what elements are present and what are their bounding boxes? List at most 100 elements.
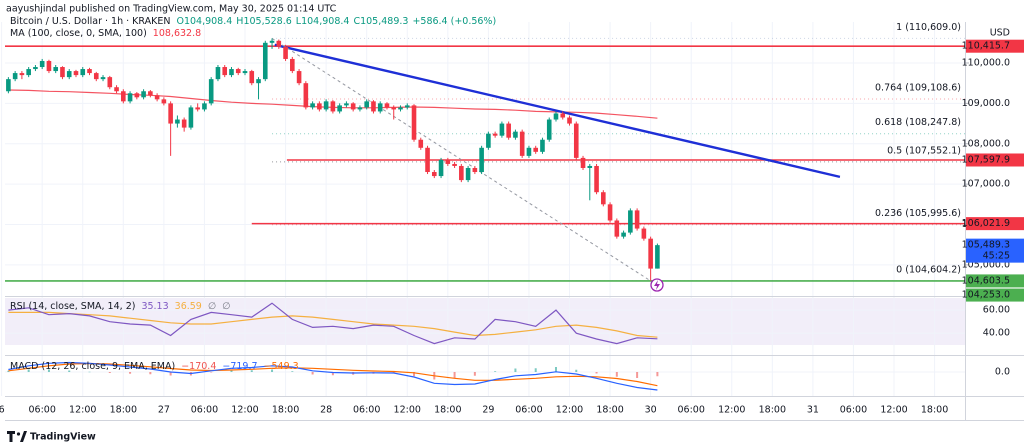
candle-body [276,40,282,47]
candle-body [161,99,167,104]
candle-body [256,79,261,84]
axes: 6 06:00 12:00 18:00 27 06:00 12:00 18:00 28 06:00… [0,39,1024,416]
legend-item: +586.4 (+0.56%) [412,16,496,27]
price-tag-label: 104,603.5 [962,275,1010,286]
x-tick-label: 06:00 [840,405,867,416]
candle-body [431,172,437,177]
x-tick-label: 06:00 [191,405,218,416]
x-tick-label: 06:00 [353,405,380,416]
x-tick-label: 18:00 [272,405,299,416]
candle-body [452,163,457,166]
macd-histogram-bar [108,372,111,373]
candle-body [188,107,194,128]
price-tag-label: 105,489.3 [962,240,1010,251]
price-pane [5,37,965,282]
candle-body [26,69,31,76]
rsi-tick-label: 40.00 [983,328,1010,339]
candle-body [269,40,275,43]
macd-histogram-bar [514,368,517,372]
footer-logo: TradingView [7,431,96,443]
y-tick-label: 109,000.0 [962,98,1010,109]
price-tag [966,153,1024,167]
candle-body [148,91,153,96]
candle-body [208,79,214,104]
candle-body [127,93,133,102]
candle-body [513,131,518,138]
legend-item: L104,908.4 [296,16,350,27]
candle-body [411,105,417,140]
candle-body [580,157,586,168]
legend-row: Bitcoin / U.S. Dollar · 1h · KRAKEN O104,… [10,16,496,27]
candle-body [459,165,464,181]
macd-histogram-bar [575,369,578,372]
event-icon [654,280,660,290]
candle-body [425,147,430,173]
candle-body [134,93,140,98]
candle-body [60,67,65,78]
candle-body [540,139,545,152]
macd-histogram-bar [494,371,497,372]
x-tick-label: 12:00 [556,405,583,416]
macd-histogram-bar [230,370,233,372]
candle-body [107,77,113,88]
x-tick-label: 27 [158,405,170,416]
macd-histogram-bar [7,370,10,372]
macd-histogram-bar [169,372,172,376]
legend-item: MA (100, close, 0, SMA, 100) [10,28,147,39]
candle-body [418,139,424,148]
candle-body [283,46,288,59]
macd-histogram-bar [656,372,659,377]
x-tick-label: 6 [0,405,5,416]
macd-histogram-bar [291,371,294,372]
candle-body [499,123,505,136]
candle-body [73,71,79,76]
price-tag [966,238,1024,263]
candle-body [404,105,410,108]
candle-body [6,79,11,92]
fib-label: 0 (104,604.2) [896,264,961,275]
x-tick-label: 28 [320,405,332,416]
candle-body [594,165,599,193]
candle-body [317,103,322,110]
legend-item: 35.13 [141,301,168,312]
y-tick-label: 107,000.0 [962,179,1010,190]
x-tick-label: 12:00 [880,405,907,416]
x-tick-label: 18:00 [596,405,623,416]
macd-histogram-bar [129,372,132,374]
countdown-label: 45:25 [983,251,1010,262]
rsi-tick-label: 60.00 [983,305,1010,316]
candle-body [53,67,59,72]
macd-histogram-bar [331,372,334,376]
candle-body [384,103,390,108]
x-tick-label: 18:00 [110,405,137,416]
candle-body [573,123,579,158]
candle-body [262,42,268,80]
macd-signal-line [8,362,658,387]
candle-body [168,103,173,124]
macd-histogram-bar [554,367,557,372]
candle-body [472,167,478,173]
candle-body [290,58,295,72]
candle-body [364,101,369,108]
trendline [274,43,841,179]
candle-body [519,131,525,156]
logo-dot [16,432,21,436]
macd-histogram-bar [473,372,476,376]
legend-row: MACD (12, 26, close, 9, EMA, EMA) −170.4−… [10,361,299,372]
footer-brand: TradingView [30,432,96,443]
y-tick-label: 110,000.0 [962,57,1010,68]
candle-body [337,105,342,112]
x-tick-label: 30 [645,405,657,416]
fib-label: 0.764 (109,108.6) [875,82,961,93]
candle-body [93,73,99,80]
x-tick-label: 18:00 [921,405,948,416]
candle-body [506,123,511,138]
candle-body [114,87,119,92]
currency: USD [990,28,1010,39]
candle-body [175,119,180,124]
rsi-band [5,298,965,345]
candle-body [628,210,633,233]
candle-body [33,67,38,70]
